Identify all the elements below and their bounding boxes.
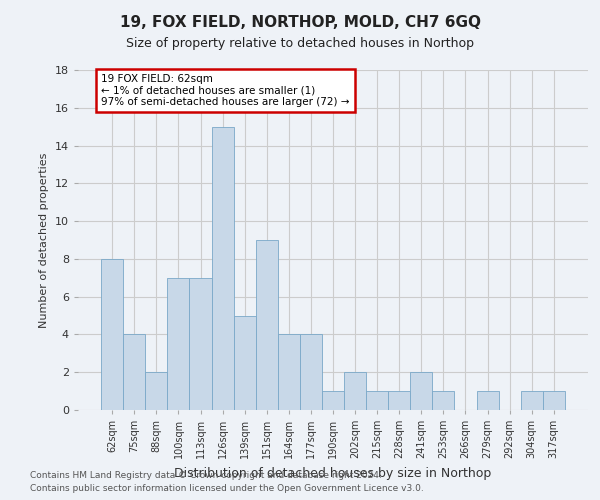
Bar xyxy=(300,334,322,410)
Y-axis label: Number of detached properties: Number of detached properties xyxy=(39,152,49,328)
Text: Contains HM Land Registry data © Crown copyright and database right 2024.: Contains HM Land Registry data © Crown c… xyxy=(30,470,382,480)
Bar xyxy=(167,278,190,410)
Bar xyxy=(101,259,123,410)
Bar xyxy=(145,372,167,410)
Bar xyxy=(543,391,565,410)
Bar xyxy=(123,334,145,410)
Bar xyxy=(190,278,212,410)
Bar xyxy=(521,391,543,410)
Bar xyxy=(344,372,366,410)
Bar xyxy=(410,372,433,410)
Bar xyxy=(233,316,256,410)
X-axis label: Distribution of detached houses by size in Northop: Distribution of detached houses by size … xyxy=(175,466,491,479)
Text: Contains public sector information licensed under the Open Government Licence v3: Contains public sector information licen… xyxy=(30,484,424,493)
Bar xyxy=(278,334,300,410)
Bar xyxy=(476,391,499,410)
Bar xyxy=(322,391,344,410)
Text: 19 FOX FIELD: 62sqm
← 1% of detached houses are smaller (1)
97% of semi-detached: 19 FOX FIELD: 62sqm ← 1% of detached hou… xyxy=(101,74,350,107)
Bar xyxy=(212,126,233,410)
Text: Size of property relative to detached houses in Northop: Size of property relative to detached ho… xyxy=(126,38,474,51)
Bar xyxy=(388,391,410,410)
Bar xyxy=(433,391,454,410)
Text: 19, FOX FIELD, NORTHOP, MOLD, CH7 6GQ: 19, FOX FIELD, NORTHOP, MOLD, CH7 6GQ xyxy=(119,15,481,30)
Bar xyxy=(366,391,388,410)
Bar xyxy=(256,240,278,410)
